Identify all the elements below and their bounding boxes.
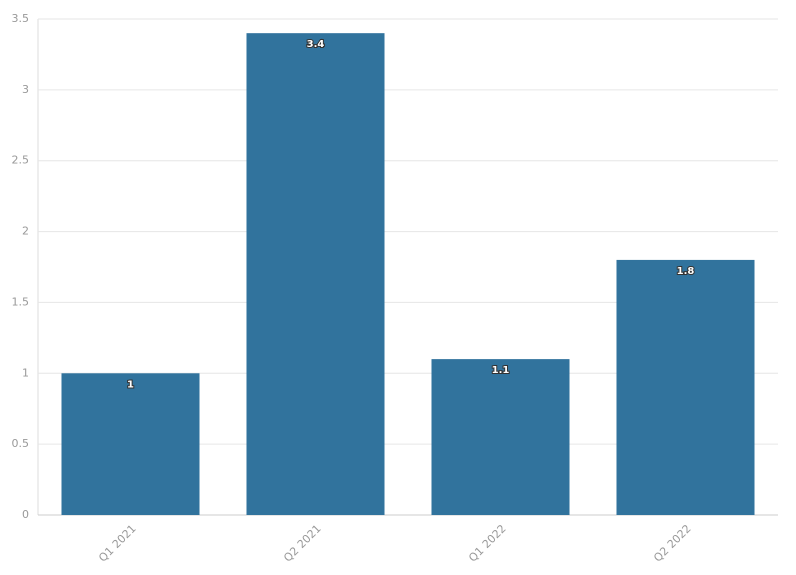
x-tick-label: Q2 2022 xyxy=(651,522,694,565)
value-label: 1 xyxy=(127,379,134,390)
x-tick-label: Q1 2022 xyxy=(466,522,509,565)
y-tick-label: 1.5 xyxy=(12,295,30,308)
y-tick-label: 0 xyxy=(22,508,29,521)
bar xyxy=(246,33,385,516)
bar xyxy=(616,259,755,515)
y-tick-label: 3.5 xyxy=(12,12,30,25)
value-label: 1.1 xyxy=(492,365,510,376)
value-label: 3.4 xyxy=(307,39,325,50)
bar xyxy=(61,373,200,515)
x-tick-label: Q1 2021 xyxy=(96,522,139,565)
y-tick-label: 3 xyxy=(22,83,29,96)
value-label: 1.8 xyxy=(677,266,695,277)
y-tick-label: 2.5 xyxy=(12,154,30,167)
x-tick-label: Q2 2021 xyxy=(281,522,324,565)
y-tick-label: 2 xyxy=(22,225,29,238)
bar xyxy=(431,359,570,515)
y-tick-label: 1 xyxy=(22,366,29,379)
y-tick-label: 0.5 xyxy=(12,437,30,450)
